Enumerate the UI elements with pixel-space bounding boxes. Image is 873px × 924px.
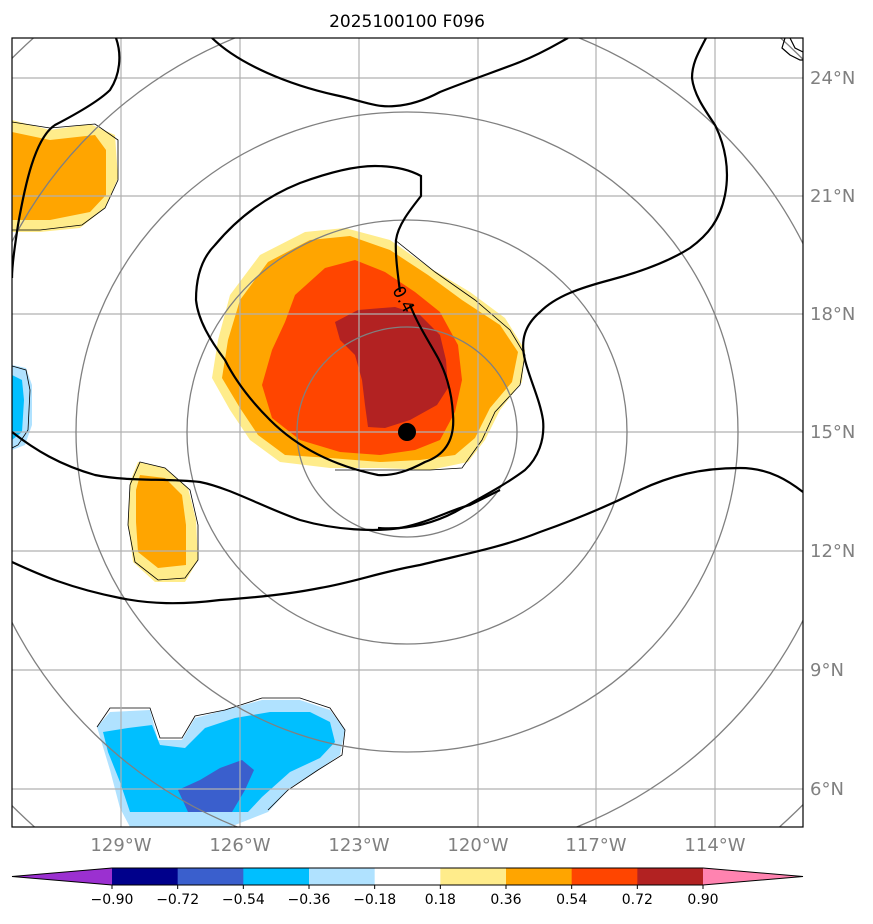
colorbar-segment <box>506 868 573 885</box>
lon-label: 114°W <box>684 835 745 856</box>
latitude-labels: 24°N 21°N 18°N 15°N 12°N 9°N 6°N <box>810 68 855 800</box>
colorbar-tick-label: −0.72 <box>156 892 199 908</box>
coastline-fragment <box>781 38 803 61</box>
lat-label: 6°N <box>810 779 844 800</box>
lat-label: 9°N <box>810 660 844 681</box>
contour-thin-bottom <box>96 697 346 811</box>
lat-label: 18°N <box>810 304 855 325</box>
colorbar-extend-max <box>703 868 803 885</box>
contour-thin-upper-left <box>12 121 119 231</box>
colorbar-segment <box>571 868 638 885</box>
coastline-line-2 <box>789 38 803 53</box>
lon-label: 123°W <box>328 835 389 856</box>
range-ring-3 <box>75 111 739 753</box>
colorbar-segment <box>637 868 704 885</box>
contour-top <box>211 38 569 108</box>
lat-label: 15°N <box>810 422 855 443</box>
coastline-line-1 <box>781 38 803 61</box>
shade-0.36-small <box>136 475 186 568</box>
colorbar-segment <box>243 868 310 885</box>
shade-neg0.36-left <box>12 375 24 440</box>
shaded-field-center <box>212 228 526 471</box>
thick-contours <box>12 38 803 605</box>
colorbar-segment <box>374 868 441 885</box>
colorbar-tick-label: 0.36 <box>490 892 521 908</box>
gridlines <box>12 38 803 827</box>
longitude-labels: 129°W 126°W 123°W 120°W 117°W 114°W <box>90 835 745 856</box>
colorbar-tick-label: −0.18 <box>353 892 396 908</box>
lon-label: 117°W <box>565 835 626 856</box>
contour-center-loop <box>194 164 455 477</box>
colorbar-segment <box>112 868 179 885</box>
range-ring-1 <box>296 326 518 538</box>
shade-0.72-center <box>335 307 448 428</box>
lat-label: 21°N <box>810 186 855 207</box>
shade-neg0.72-bottom <box>178 760 254 812</box>
shaded-field-small <box>127 461 199 582</box>
storm-center-marker <box>398 423 416 441</box>
lon-label: 126°W <box>209 835 270 856</box>
contour-thin-small <box>127 461 199 581</box>
map-title: 2025100100 F096 <box>329 12 485 32</box>
contour-left-top <box>12 38 121 279</box>
colorbar-tick-label: 0.18 <box>425 892 456 908</box>
contour-thin-center <box>335 239 526 471</box>
colorbar-segment <box>440 868 507 885</box>
colorbar-extend-min <box>12 868 112 885</box>
colorbar-tick-label: 0.54 <box>556 892 587 908</box>
contour-lower <box>12 466 803 605</box>
colorbar-segment <box>309 868 376 885</box>
range-ring-2 <box>186 219 628 645</box>
colorbar-tick-label: 0.72 <box>622 892 653 908</box>
colorbar: −0.90 −0.72 −0.54 −0.36 −0.18 0.18 0.36 0.54 0.7… <box>11 867 804 908</box>
map-frame <box>11 37 804 828</box>
colorbar-segment <box>177 868 244 885</box>
colorbar-tick-label: −0.90 <box>91 892 134 908</box>
lat-label: 24°N <box>810 68 855 89</box>
colorbar-tick-label: 0.90 <box>687 892 718 908</box>
colorbar-tick-label: −0.54 <box>222 892 265 908</box>
shaded-field-left-edge <box>12 365 32 450</box>
lat-label: 12°N <box>810 541 855 562</box>
contour-thin-left <box>12 365 31 449</box>
shade-0.36-upper-left <box>12 132 106 220</box>
lon-label: 129°W <box>90 835 151 856</box>
contour-right <box>377 38 729 530</box>
lon-label: 120°W <box>447 835 508 856</box>
colorbar-tick-label: −0.36 <box>288 892 331 908</box>
